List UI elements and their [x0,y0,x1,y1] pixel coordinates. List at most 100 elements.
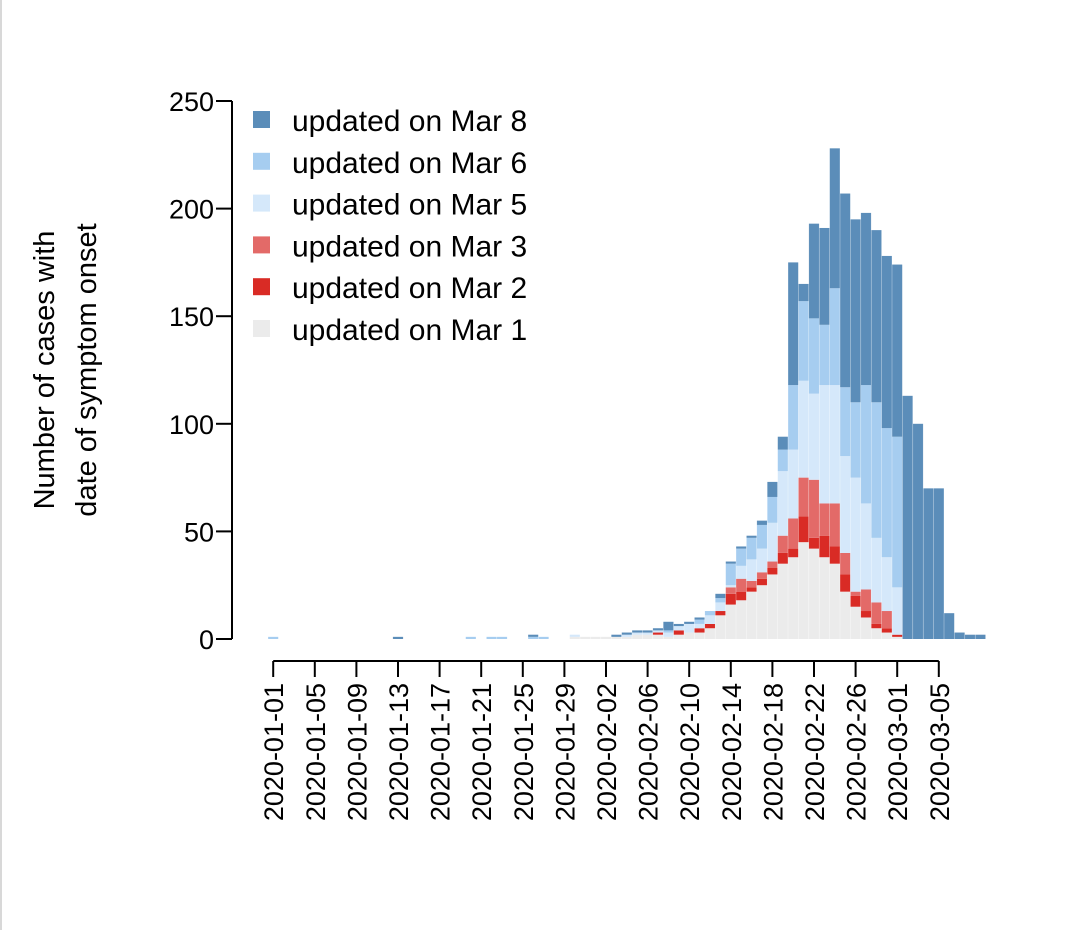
bar-segment [746,535,757,538]
bar-segment [788,385,799,450]
legend-swatch [253,278,270,296]
bar-segment [736,600,747,639]
y-tick-label: 100 [169,410,214,440]
bar-segment [798,516,809,543]
bar-segment [892,587,903,635]
legend-label: updated on Mar 1 [292,314,527,347]
bar-segment [684,621,695,624]
bar-segment [871,623,882,629]
bar-segment [860,212,872,386]
bar-segment [881,557,892,612]
bar-segment [528,636,539,639]
bar-segment [756,520,768,525]
bar-segment [912,423,924,639]
bar-segment [777,552,788,564]
x-tick-label: 2020-01-13 [384,683,414,821]
bar-segment [798,477,809,517]
bar-segment [881,632,892,639]
legend-label: updated on Mar 8 [292,105,527,138]
bar-segment [632,630,643,633]
bar-segment [871,628,882,639]
bar-segment [767,481,778,497]
bar-segment [933,488,944,639]
bar-segment [840,574,851,592]
x-tick-label: 2020-02-14 [717,683,747,821]
bar-segment [694,617,705,620]
bar-segment [829,563,840,639]
bar-segment [756,585,768,639]
bar-segment [673,626,684,631]
bar-segment [736,591,747,601]
bar-segment [621,636,632,639]
bar-segment [663,621,674,631]
bar-segment [840,552,851,575]
bar-segment [642,634,653,639]
bar-segment [840,387,851,457]
x-tick-label: 2020-02-26 [842,683,872,821]
bar-segment [652,632,664,635]
bar-segment [652,630,664,633]
bar-segment [871,230,882,403]
bar-segment [663,632,674,637]
bar-segment [746,591,757,639]
bar-segment [486,636,497,639]
x-tick-label: 2020-01-05 [301,683,331,821]
bar-segment [715,615,726,639]
y-tick-label: 0 [199,625,214,655]
bar-segment [944,613,955,639]
bar-segment [684,632,695,639]
bar-segment [819,324,830,386]
bar-segment [704,623,716,629]
y-axis-label-line-1: Number of cases with [29,231,61,510]
bar-segment [621,632,632,635]
bar-segment [392,636,404,639]
bar-segment [756,578,768,586]
bar-segment [580,636,591,639]
bar-segment [715,602,726,612]
bar-segment [715,598,726,603]
bar-segment [829,385,840,504]
legend-label: updated on Mar 2 [292,272,527,305]
bar-segment [611,634,622,637]
bar-segment [756,548,768,573]
bar-segment [808,548,820,639]
bar-segment [788,262,799,386]
y-tick-label: 50 [184,517,214,547]
x-tick-label: 2020-01-17 [426,683,456,821]
bar-segment [663,636,674,639]
bar-segment [694,628,705,633]
bar-segment [850,219,861,403]
bar-segment [465,636,476,639]
bar-segment [725,587,736,594]
bar-segment [892,436,903,588]
bar-segment [725,585,736,588]
bar-segment [528,634,539,637]
bar-segment [975,634,986,639]
bar-segment [860,503,872,590]
bars-layer [267,101,986,639]
y-tick-label: 200 [169,195,214,225]
bar-segment [704,615,716,624]
bar-segment [538,636,549,639]
bar-segment [819,535,830,558]
bar-segment [673,623,684,627]
bar-segment [736,548,747,566]
bar-segment [829,546,840,564]
x-tick-label: 2020-01-25 [509,683,539,821]
bar-segment [725,561,736,564]
bar-segment [829,148,840,289]
bar-segment [954,632,965,639]
bar-segment [819,227,830,325]
bar-segment [704,611,716,616]
bar-segment [715,611,726,616]
bar-segment [725,593,736,605]
bar-segment [860,611,872,618]
bar-segment [860,617,872,639]
bar-segment [871,602,882,624]
image-border [0,0,2,930]
legend-label: updated on Mar 5 [292,189,527,222]
legend-swatch [253,236,270,254]
bar-segment [777,563,788,639]
bar-segment [808,318,820,394]
